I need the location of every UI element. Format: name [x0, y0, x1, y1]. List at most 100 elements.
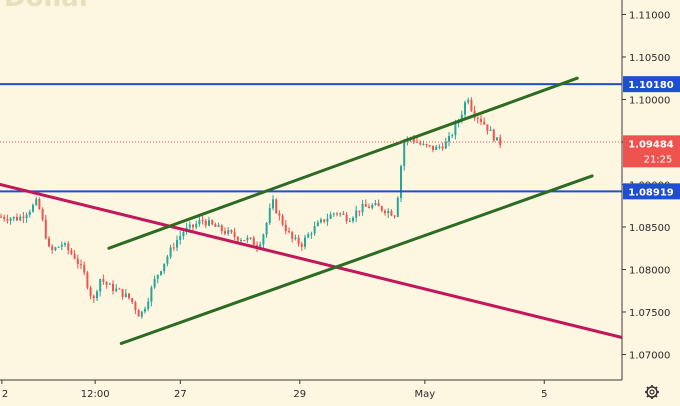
candle-body — [32, 204, 34, 212]
settings-button[interactable] — [645, 385, 659, 399]
y-tick-label: 1.10500 — [629, 53, 670, 64]
candle-body — [259, 244, 262, 248]
current-price-label-bg — [623, 135, 680, 168]
candle-body — [121, 289, 124, 297]
candle-body — [448, 136, 450, 142]
candle-body — [358, 210, 361, 212]
candle-body — [80, 264, 82, 266]
candle-body — [499, 137, 502, 145]
price-axis[interactable] — [622, 0, 680, 406]
candle-body — [9, 218, 12, 221]
candle-body — [236, 236, 239, 241]
candle-body — [444, 141, 447, 149]
candle-body — [227, 230, 230, 234]
candle-body — [320, 219, 322, 223]
candle-body — [182, 231, 185, 237]
y-tick-label: 1.08000 — [629, 265, 670, 276]
candle-body — [323, 219, 326, 222]
gear-tooth — [646, 386, 650, 390]
trend-line-green-lower[interactable] — [119, 174, 594, 345]
candle-body — [201, 220, 204, 222]
x-tick-label: 5 — [541, 389, 547, 400]
candle-body — [246, 237, 249, 241]
gear-hub — [649, 389, 655, 395]
candle-body — [313, 226, 316, 234]
candle-body — [281, 215, 284, 225]
y-tick-label: 1.07500 — [629, 308, 670, 319]
candle-body — [412, 138, 415, 142]
candle-body — [428, 145, 431, 147]
level-price-label-bg — [623, 76, 680, 93]
candle-body — [156, 274, 159, 279]
candle-body — [150, 287, 153, 302]
candle-body — [278, 213, 281, 216]
candle-body — [454, 123, 457, 136]
candle-body — [28, 211, 31, 215]
time-axis[interactable] — [0, 380, 680, 406]
candle-body — [329, 214, 332, 219]
drawn-lines[interactable] — [0, 76, 624, 345]
trend-line-green-upper[interactable] — [107, 76, 579, 250]
trend-line-magenta[interactable] — [0, 182, 624, 339]
candle-body — [25, 214, 28, 219]
candle-body — [118, 288, 121, 290]
candle-body — [425, 144, 428, 146]
y-tick-label: 1.11000 — [629, 10, 670, 21]
candle-body — [441, 146, 444, 149]
candle-body — [99, 279, 102, 292]
candle-body — [403, 141, 406, 167]
candle-body — [326, 218, 329, 222]
candle-body — [249, 237, 252, 239]
candle-body — [131, 298, 134, 303]
candle-body — [92, 295, 95, 299]
candle-body — [89, 287, 92, 296]
candle-body — [153, 278, 156, 288]
candle-body — [166, 256, 169, 264]
candle-body — [294, 237, 297, 239]
candle-body — [252, 237, 255, 246]
candle-body — [86, 272, 89, 288]
candle-body — [12, 216, 15, 219]
candle-body — [480, 118, 482, 122]
candle-body — [377, 203, 380, 207]
candle-body — [275, 199, 278, 214]
candle-body — [147, 301, 150, 309]
candle-body — [134, 302, 137, 311]
watermark-text: Dollar — [4, 0, 92, 13]
candle-body — [467, 99, 470, 103]
candle-body — [220, 225, 223, 232]
candle-body — [195, 224, 198, 228]
candle-body — [211, 220, 214, 225]
candle-body — [19, 216, 22, 221]
candle-body — [355, 210, 358, 218]
candle-body — [124, 293, 127, 297]
candle-body — [435, 146, 438, 150]
candle-body — [160, 271, 162, 275]
candle-body — [140, 311, 143, 317]
candle-body — [307, 234, 310, 238]
candle-body — [112, 283, 114, 292]
candle-body — [384, 210, 386, 214]
level-price-label: 1.08919 — [628, 187, 674, 198]
candle-body — [460, 114, 463, 121]
gear-tooth — [654, 394, 658, 398]
candle-body — [96, 291, 98, 299]
candle-body — [169, 247, 172, 257]
countdown-label: 21:25 — [644, 154, 673, 165]
candle-body — [188, 224, 191, 228]
candle-body — [470, 99, 473, 111]
candle-body — [6, 219, 9, 221]
candle-body — [64, 243, 66, 245]
candle-body — [22, 216, 25, 219]
candle-body — [204, 220, 207, 226]
candle-body — [332, 213, 335, 215]
candle-body — [291, 231, 294, 239]
x-tick-label: 2 — [2, 389, 8, 400]
candle-body — [73, 253, 76, 259]
candle-body — [432, 145, 434, 150]
candle-body — [310, 233, 313, 235]
candle-body — [128, 293, 130, 299]
candle-body — [163, 263, 166, 272]
